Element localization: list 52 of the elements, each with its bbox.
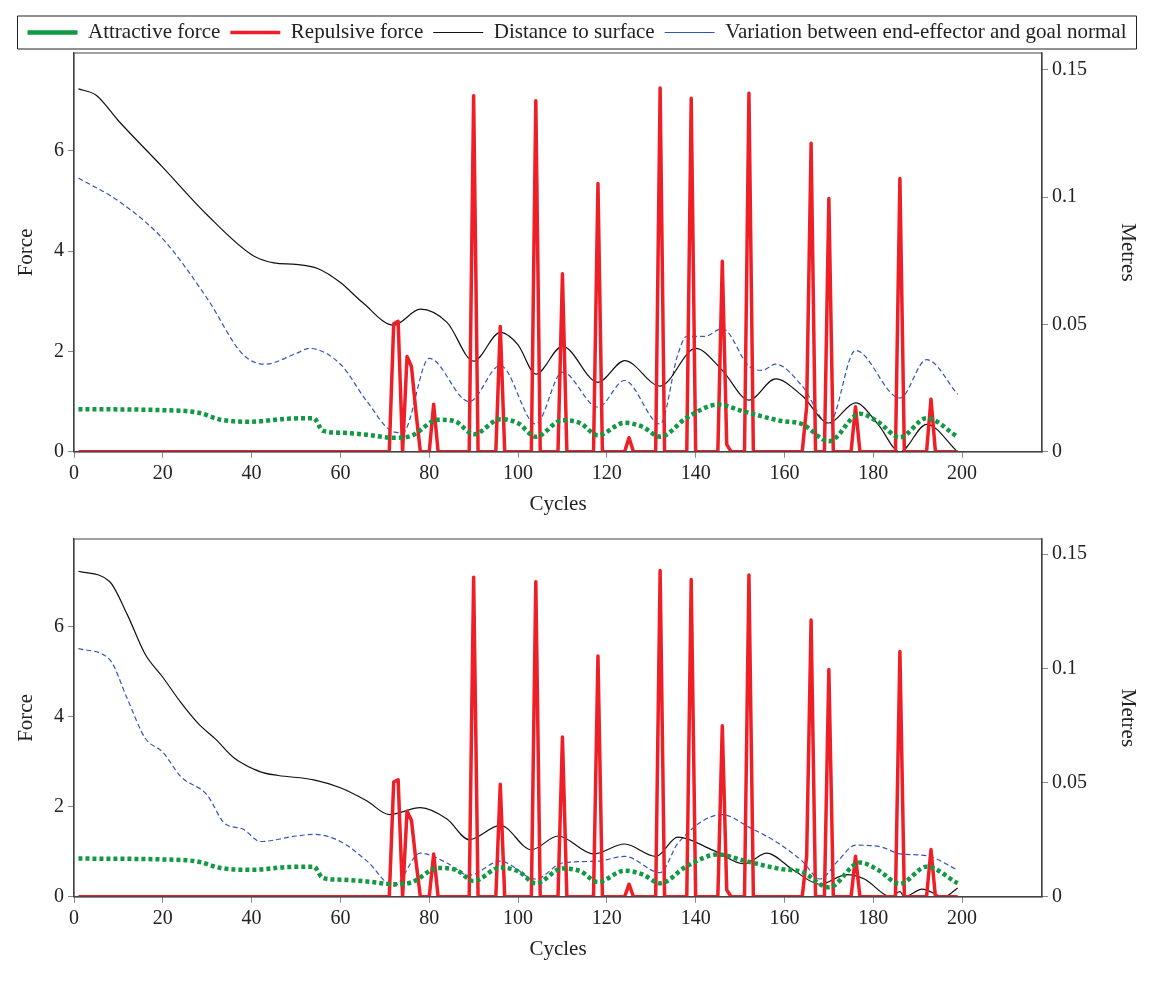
x-tick-label: 140 — [680, 906, 711, 929]
y-tick-label: 0 — [54, 439, 64, 462]
x-tick-label: 140 — [680, 461, 711, 484]
legend-label: Distance to surface — [493, 19, 655, 44]
y2-tick-label: 0.15 — [1052, 57, 1087, 80]
x-tick-label: 40 — [241, 906, 262, 929]
x-tick-label: 100 — [503, 906, 534, 929]
x-tick-label: 100 — [503, 461, 534, 484]
x-tick-label: 0 — [69, 906, 79, 929]
x-tick-label: 80 — [419, 906, 440, 929]
y2-tick-label: 0.15 — [1052, 541, 1087, 564]
x-tick-label: 180 — [858, 906, 889, 929]
y2-axis-title: Metres — [1116, 223, 1141, 282]
x-axis-title: Cycles — [529, 935, 587, 960]
line-series — [76, 852, 960, 890]
y2-tick-label: 0.05 — [1052, 311, 1087, 334]
x-tick-label: 60 — [330, 461, 351, 484]
x-tick-label: 160 — [769, 461, 800, 484]
y-tick-label: 2 — [54, 338, 64, 361]
line-series — [77, 177, 959, 434]
y-tick-label: 0 — [54, 884, 64, 907]
legend-label: Variation between end-effector and goal normal — [725, 19, 1127, 44]
y-tick-label: 6 — [54, 138, 64, 161]
x-tick-label: 80 — [419, 461, 440, 484]
x-tick-label: 60 — [330, 906, 351, 929]
y-tick-label: 2 — [54, 794, 64, 817]
x-axis-title: Cycles — [529, 490, 587, 515]
x-tick-label: 120 — [591, 461, 622, 484]
y-tick-label: 4 — [54, 238, 64, 261]
legend-label: Attractive force — [88, 19, 221, 44]
x-tick-label: 40 — [241, 461, 262, 484]
y2-tick-label: 0.1 — [1052, 655, 1077, 678]
x-tick-label: 180 — [858, 461, 889, 484]
y-tick-label: 4 — [54, 704, 64, 727]
x-tick-label: 120 — [591, 906, 622, 929]
y2-tick-label: 0.05 — [1052, 769, 1087, 792]
line-series — [77, 648, 959, 887]
y2-tick-label: 0.1 — [1052, 184, 1077, 207]
x-tick-label: 0 — [69, 461, 79, 484]
x-tick-label: 160 — [769, 906, 800, 929]
line-series — [76, 402, 960, 444]
legend-label: Repulsive force — [290, 19, 424, 44]
y-axis-title: Force — [13, 693, 38, 742]
y-axis-title: Force — [13, 228, 38, 277]
x-tick-label: 200 — [947, 461, 978, 484]
x-tick-label: 200 — [947, 906, 978, 929]
y2-tick-label: 0 — [1052, 439, 1062, 462]
x-tick-label: 20 — [152, 906, 173, 929]
x-tick-label: 20 — [152, 461, 173, 484]
y2-tick-label: 0 — [1052, 884, 1062, 907]
y-tick-label: 6 — [54, 614, 64, 637]
y2-axis-title: Metres — [1116, 688, 1141, 748]
